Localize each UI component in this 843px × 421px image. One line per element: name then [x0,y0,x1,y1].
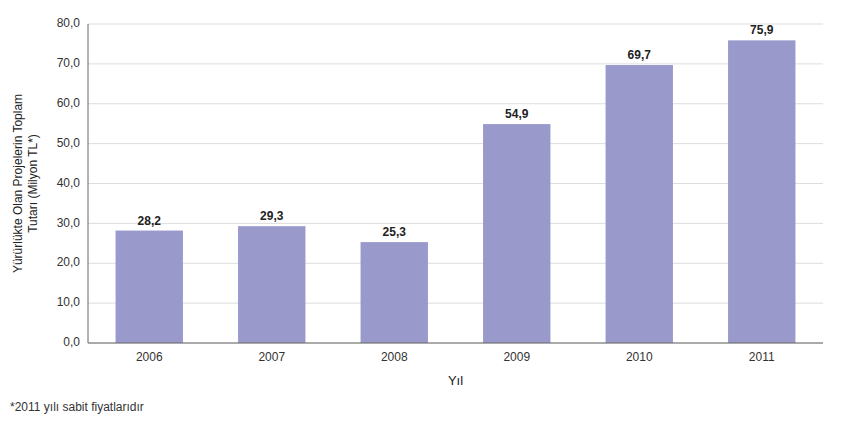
data-labels: 28,2 29,3 25,3 54,9 69,7 75,9 [138,23,774,239]
y-axis-line [88,24,89,343]
x-tick-label: 2010 [626,350,653,364]
x-axis: 2006 2007 2008 2009 2010 2011 [136,350,775,364]
y-tick-label: 80,0 [57,16,81,30]
x-axis-label: Yıl [448,373,463,388]
bars [116,40,796,343]
data-label: 25,3 [383,225,407,239]
y-tick-label: 50,0 [57,136,81,150]
data-label: 54,9 [505,107,529,121]
y-tick-label: 40,0 [57,176,81,190]
data-label: 29,3 [260,209,284,223]
bar [728,40,795,343]
data-label: 75,9 [750,23,774,37]
grid-line [88,263,823,264]
y-tick-label: 30,0 [57,216,81,230]
y-axis: 0,0 10,0 20,0 30,0 40,0 50,0 60,0 70,0 80,0 [57,16,81,349]
footnote: *2011 yılı sabit fiyatlarıdır [10,400,144,414]
grid-line [88,24,823,25]
bar [238,226,305,343]
x-tick-label: 2011 [749,350,775,364]
grid-line [88,223,823,224]
data-label: 69,7 [628,48,652,62]
grid-line [88,183,823,184]
x-tick-label: 2007 [258,350,285,364]
x-tick-label: 2006 [136,350,163,364]
grid-line [88,103,823,104]
grid [88,24,823,343]
y-tick-label: 70,0 [57,56,81,70]
data-label: 28,2 [138,214,162,228]
grid-line [88,343,823,344]
bar [361,242,428,343]
x-tick-label: 2008 [381,350,408,364]
y-tick-label: 60,0 [57,96,81,110]
chart: 0,010,020,030,040,050,060,070,080,028,22… [0,0,843,421]
x-tick-label: 2009 [503,350,530,364]
bar [116,231,183,343]
bar [606,65,673,343]
y-axis-label: Yürürlükte Olan Projelerin ToplamTutarı … [11,94,40,273]
y-tick-label: 10,0 [57,295,81,309]
y-tick-label: 20,0 [57,255,81,269]
grid-line [88,63,823,64]
grid-line [88,143,823,144]
y-tick-label: 0,0 [63,335,80,349]
x-axis-line [88,343,823,344]
grid-line [88,303,823,304]
bar [483,124,550,343]
